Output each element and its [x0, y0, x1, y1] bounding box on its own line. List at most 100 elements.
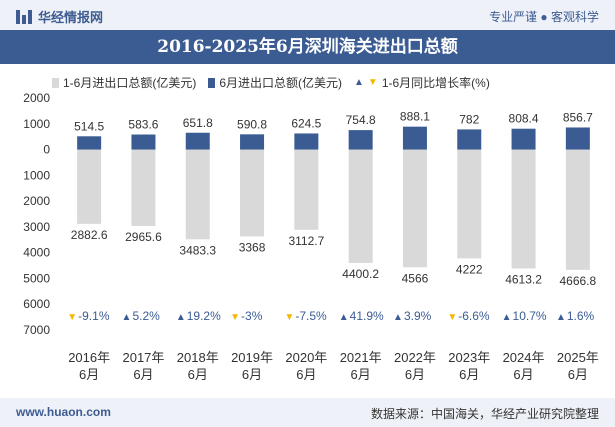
title-bar: 2016-2025年6月深圳海关进出口总额 [0, 30, 615, 64]
total-value-label: 2882.6 [71, 228, 108, 242]
growth-up-triangle-icon: ▲ [502, 312, 512, 323]
top-bar: 华经情报网 专业严谨 ● 客观科学 [0, 0, 615, 30]
y-tick-label: 0 [43, 143, 50, 157]
june-bar [240, 134, 265, 150]
june-value-label: 651.8 [183, 116, 213, 130]
total-value-label: 4613.2 [505, 272, 542, 286]
legend-up-triangle-icon: ▲ [354, 77, 364, 88]
total-bar [511, 149, 536, 269]
x-tick-label: 2025年 [557, 350, 599, 365]
x-tick-label: 2021年 [340, 350, 382, 365]
growth-value-label: -9.1% [78, 309, 110, 323]
x-tick-label: 6月 [405, 367, 425, 382]
total-value-label: 2965.6 [125, 230, 162, 244]
x-tick-label: 2019年 [231, 350, 273, 365]
june-value-label: 888.1 [400, 110, 430, 124]
growth-up-triangle-icon: ▲ [176, 312, 186, 323]
june-value-label: 583.6 [128, 118, 158, 132]
june-value-label: 624.5 [291, 116, 321, 130]
x-tick-label: 6月 [79, 367, 99, 382]
x-tick-label: 6月 [188, 367, 208, 382]
june-value-label: 754.8 [346, 113, 376, 127]
x-tick-label: 6月 [459, 367, 479, 382]
june-value-label: 856.7 [563, 110, 593, 124]
total-bar [131, 149, 156, 227]
x-tick-label: 6月 [133, 367, 153, 382]
legend: 1-6月进出口总额(亿美元) 6月进出口总额(亿美元) ▲ ▼ 1-6月同比增长… [52, 74, 502, 91]
y-tick-label: 6000 [23, 297, 50, 311]
growth-value-label: 41.9% [350, 309, 384, 323]
growth-value-label: 5.2% [132, 309, 160, 323]
growth-up-triangle-icon: ▲ [393, 312, 403, 323]
x-tick-label: 6月 [568, 367, 588, 382]
total-bar [185, 149, 210, 240]
june-bar [511, 128, 536, 150]
legend-item-growth: ▲ ▼ 1-6月同比增长率(%) [354, 74, 490, 91]
x-tick-label: 2017年 [122, 350, 164, 365]
brand: 华经情报网 [16, 7, 103, 26]
growth-down-triangle-icon: ▼ [67, 312, 77, 323]
x-tick-label: 2022年 [394, 350, 436, 365]
total-value-label: 3483.3 [179, 243, 216, 257]
chart-title: 2016-2025年6月深圳海关进出口总额 [157, 37, 458, 57]
footer-website: www.huaon.com [16, 405, 111, 419]
june-value-label: 514.5 [74, 119, 104, 133]
tagline: 专业严谨 ● 客观科学 [489, 10, 599, 24]
june-bar [131, 134, 156, 150]
june-bar [185, 132, 210, 150]
x-tick-label: 6月 [351, 367, 371, 382]
total-value-label: 4222 [456, 262, 483, 276]
june-bar [457, 129, 482, 150]
x-tick-label: 6月 [242, 367, 262, 382]
total-value-label: 4400.2 [342, 267, 379, 281]
y-tick-label: 1000 [23, 117, 50, 131]
chart-plot: 2000 1000 0 1000 2000 3000 4000 5000 6000 7000 514… [23, 91, 599, 382]
total-bar [402, 149, 427, 268]
june-bar [348, 130, 373, 150]
legend-item-june: 6月进出口总额(亿美元) [208, 74, 342, 91]
legend-item-total: 1-6月进出口总额(亿美元) [52, 74, 196, 91]
legend-label-total: 1-6月进出口总额(亿美元) [63, 76, 197, 90]
brand-logo-icon [16, 9, 32, 24]
y-tick-label: 2000 [23, 194, 50, 208]
growth-up-triangle-icon: ▲ [339, 312, 349, 323]
legend-label-growth: 1-6月同比增长率(%) [381, 76, 490, 90]
total-bar [77, 149, 102, 224]
footer-bar: www.huaon.com 数据来源：中国海关，华经产业研究院整理 [0, 398, 615, 427]
x-tick-label: 2018年 [177, 350, 219, 365]
total-bar [240, 149, 265, 237]
growth-up-triangle-icon: ▲ [122, 312, 132, 323]
total-bar [294, 149, 319, 230]
growth-down-triangle-icon: ▼ [284, 312, 294, 323]
x-tick-label: 2024年 [503, 350, 545, 365]
legend-swatch-june [208, 77, 216, 88]
y-tick-label: 1000 [23, 168, 50, 182]
growth-value-label: -7.5% [295, 309, 327, 323]
june-value-label: 808.4 [509, 112, 539, 126]
y-tick-label: 3000 [23, 220, 50, 234]
growth-value-label: 19.2% [187, 309, 221, 323]
growth-value-label: 3.9% [404, 309, 432, 323]
june-bar [77, 136, 102, 150]
growth-value-label: -6.6% [458, 309, 490, 323]
june-bar [565, 127, 590, 150]
growth-up-triangle-icon: ▲ [556, 312, 566, 323]
june-bar [402, 126, 427, 150]
footer-source: 数据来源：中国海关，华经产业研究院整理 [370, 407, 599, 421]
june-value-label: 590.8 [237, 117, 267, 131]
x-tick-label: 2023年 [448, 350, 490, 365]
june-value-label: 782 [459, 112, 479, 126]
total-bar [348, 149, 373, 263]
growth-value-label: 10.7% [513, 309, 547, 323]
growth-down-triangle-icon: ▼ [447, 312, 457, 323]
x-tick-label: 6月 [296, 367, 316, 382]
total-value-label: 3368 [239, 240, 266, 254]
total-bar [565, 149, 590, 270]
legend-down-triangle-icon: ▼ [367, 77, 378, 88]
total-value-label: 4566 [402, 271, 429, 285]
total-value-label: 4666.8 [559, 274, 596, 288]
total-value-label: 3112.7 [288, 234, 324, 248]
june-bar [294, 133, 319, 150]
y-tick-label: 7000 [23, 323, 50, 337]
